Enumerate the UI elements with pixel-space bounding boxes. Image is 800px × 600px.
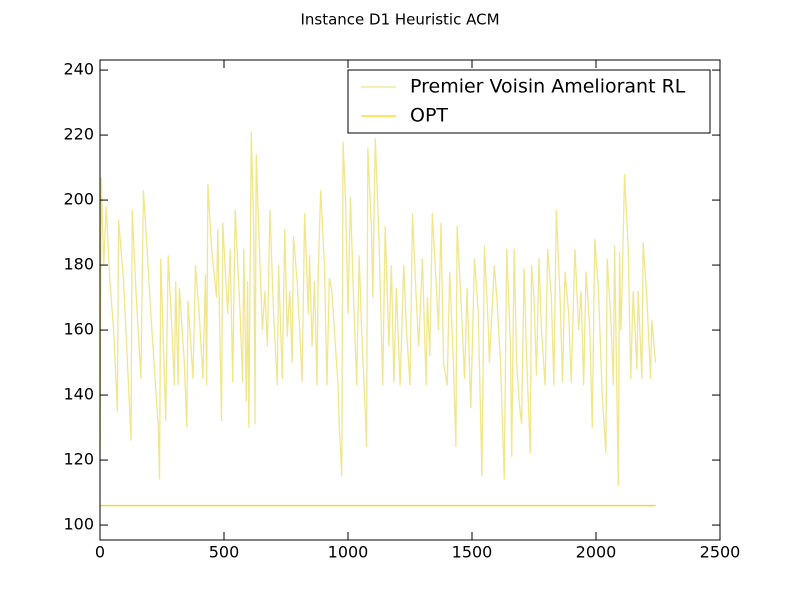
y-tick-label: 200 (63, 190, 94, 209)
y-tick-label: 120 (63, 450, 94, 469)
x-tick-label: 2000 (576, 543, 617, 562)
y-tick-label: 180 (63, 255, 94, 274)
y-tick-label: 220 (63, 125, 94, 144)
y-tick-label: 140 (63, 385, 94, 404)
y-tick-label: 240 (63, 60, 94, 79)
x-tick-label: 0 (95, 543, 105, 562)
chart-title: Instance D1 Heuristic ACM (300, 11, 499, 29)
series-line (99, 131, 657, 487)
legend-label: OPT (410, 105, 448, 127)
y-tick-label: 100 (63, 515, 94, 534)
legend-box (347, 69, 711, 134)
legend: Premier Voisin Ameliorant RL OPT (347, 69, 711, 134)
x-tick-label: 500 (209, 543, 240, 562)
axes-frame (99, 59, 721, 541)
x-tick-label: 1000 (328, 543, 369, 562)
x-tick-label: 2500 (700, 543, 741, 562)
x-tick-label: 1500 (452, 543, 493, 562)
legend-label: Premier Voisin Ameliorant RL (410, 76, 686, 98)
y-tick-label: 160 (63, 320, 94, 339)
